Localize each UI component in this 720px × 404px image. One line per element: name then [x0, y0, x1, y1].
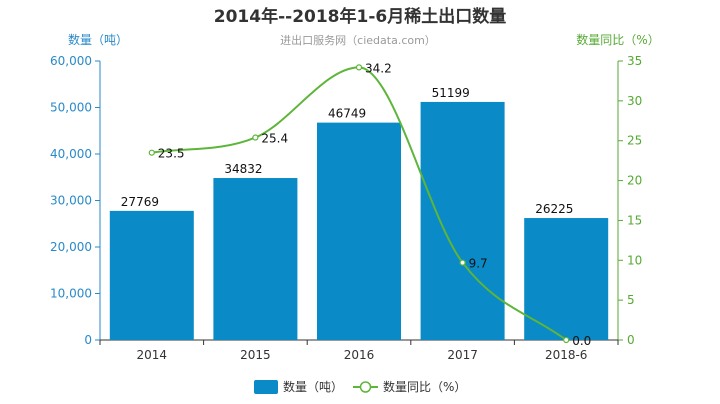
bar	[420, 101, 505, 340]
legend-item-bar[interactable]: 数量（吨）	[254, 379, 343, 394]
bar	[317, 122, 401, 340]
bar-series: 27769 34832 46749 51199 26225	[109, 86, 609, 340]
bar-data-label: 26225	[535, 202, 573, 216]
line-data-label: 9.7	[469, 257, 488, 271]
line-point	[563, 336, 570, 344]
y-axis-left-tick-label: 60,000	[50, 54, 92, 68]
y-axis-right-label: 数量同比（%）	[576, 32, 659, 47]
line-data-label: 23.5	[158, 147, 185, 161]
legend-label-line: 数量同比（%）	[383, 379, 466, 394]
bar	[213, 178, 298, 340]
y-axis-left-tick-label: 20,000	[50, 240, 92, 254]
y-axis-left-tick-label: 50,000	[50, 101, 92, 115]
legend-swatch-bar	[254, 380, 278, 394]
x-axis-tick-label: 2014	[137, 348, 168, 362]
y-axis-right-tick-label: 20	[627, 174, 642, 188]
line-point	[355, 64, 363, 71]
y-axis-right-tick-label: 0	[627, 333, 635, 347]
y-axis-right-tick-label: 5	[627, 293, 635, 307]
y-axis-right-tick-label: 15	[627, 213, 642, 227]
bar-data-label: 27769	[121, 195, 159, 209]
y-axis-left-tick-label: 40,000	[50, 147, 92, 161]
line-point	[148, 149, 155, 156]
y-axis-left-tick-label: 0	[84, 333, 92, 347]
line-data-label: 25.4	[261, 132, 288, 146]
y-axis-right-tick-label: 25	[627, 134, 642, 148]
x-axis-tick-label: 2016	[344, 348, 375, 362]
bar-data-label: 34832	[224, 162, 262, 176]
bar	[109, 210, 194, 340]
legend[interactable]: 数量（吨） 数量同比（%）	[254, 379, 466, 394]
line-point	[252, 134, 259, 141]
x-axis-tick-label: 2017	[447, 348, 478, 362]
y-axis-left-label: 数量（吨）	[68, 32, 128, 47]
legend-label-bar: 数量（吨）	[283, 379, 343, 394]
y-axis-right-tick-label: 30	[627, 94, 642, 108]
chart-title: 2014年--2018年1-6月稀土出口数量	[214, 6, 506, 27]
line-point	[459, 259, 466, 266]
line-series: 23.5 25.4 34.2 9.7 0.0	[148, 61, 591, 348]
y-axis-left-tick-label: 10,000	[50, 287, 92, 301]
trend-line	[151, 66, 567, 341]
bar-data-label: 46749	[328, 107, 366, 121]
line-data-label: 0.0	[572, 334, 591, 348]
legend-item-line[interactable]: 数量同比（%）	[353, 379, 466, 394]
bar	[524, 218, 609, 340]
chart-subtitle: 进出口服务网（ciedata.com）	[280, 33, 436, 47]
line-data-label: 34.2	[365, 61, 392, 75]
legend-swatch-marker	[359, 381, 372, 393]
x-axis-tick-label: 2015	[240, 348, 271, 362]
x-axis-tick-label: 2018-6	[545, 348, 588, 362]
y-axis-right-tick-label: 35	[627, 54, 642, 68]
y-axis-right-tick-label: 10	[627, 253, 642, 267]
y-axis-left-tick-label: 30,000	[50, 194, 92, 208]
bar-data-label: 51199	[432, 86, 470, 100]
